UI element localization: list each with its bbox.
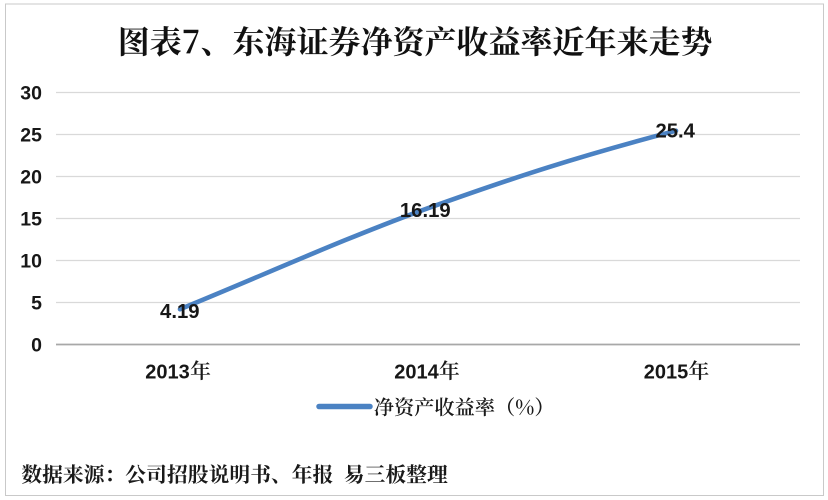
svg-text:25: 25 (20, 124, 42, 146)
svg-text:30: 30 (20, 82, 42, 104)
svg-text:2013: 2013 (145, 361, 190, 383)
svg-text:2015: 2015 (644, 361, 689, 383)
svg-text:10: 10 (20, 250, 42, 272)
svg-text:4.19: 4.19 (160, 301, 199, 323)
svg-text:2014: 2014 (394, 361, 439, 383)
svg-text:16.19: 16.19 (400, 200, 451, 222)
svg-text:0: 0 (31, 334, 42, 356)
svg-text:15: 15 (20, 208, 42, 230)
svg-text:25.4: 25.4 (655, 121, 695, 143)
svg-text:5: 5 (31, 292, 42, 314)
svg-text:20: 20 (20, 166, 42, 188)
